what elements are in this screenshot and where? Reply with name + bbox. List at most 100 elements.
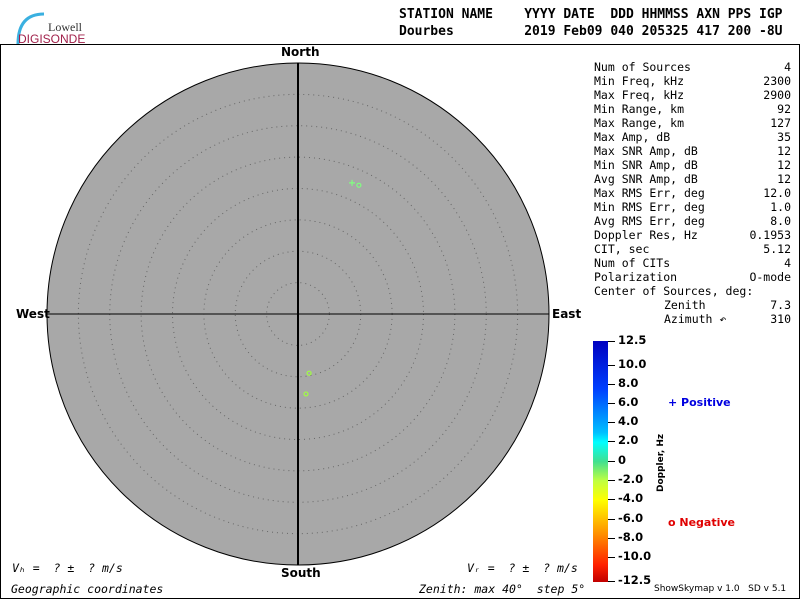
source-negative xyxy=(356,182,362,188)
colorbar-tick-label: -8.0 xyxy=(618,530,644,544)
header-values: Dourbes 2019 Feb09 040 205325 417 200 -8… xyxy=(399,24,783,39)
stat-value: 2900 xyxy=(763,88,791,102)
stat-value: 12 xyxy=(777,172,791,186)
colorbar-tick xyxy=(608,384,615,385)
stat-value: 92 xyxy=(777,102,791,116)
zenith-info: Zenith: max 40° step 5° xyxy=(419,582,586,596)
stat-row: CIT, sec 5.12 xyxy=(594,242,791,256)
colorbar-tick-label: 12.5 xyxy=(618,333,647,347)
colorbar-tick xyxy=(608,341,615,342)
center-zenith-label: Zenith xyxy=(664,298,706,312)
colorbar-tick-label: 10.0 xyxy=(618,357,647,371)
stat-row: Min SNR Amp, dB 12 xyxy=(594,158,791,172)
stat-label: Polarization xyxy=(594,270,678,284)
colorbar-tick xyxy=(608,538,615,539)
stat-row: Max RMS Err, deg 12.0 xyxy=(594,186,791,200)
colorbar-tick xyxy=(608,403,615,404)
stat-value: 5.12 xyxy=(763,242,791,256)
stats-panel: Num of Sources 4 Min Freq, kHz 2300 Max Freq… xyxy=(594,60,791,326)
stat-value: 8.0 xyxy=(770,214,791,228)
stat-row: Num of Sources 4 xyxy=(594,60,791,74)
vh-readout: Vₕ = ? ± ? m/s xyxy=(12,561,123,575)
stat-row: Min Range, km 92 xyxy=(594,102,791,116)
colorbar-tick xyxy=(608,519,615,520)
skymap-plot xyxy=(46,62,550,566)
stat-label: Min RMS Err, deg xyxy=(594,200,705,214)
stat-label: Min Freq, kHz xyxy=(594,74,685,88)
colorbar-tick-label: -10.0 xyxy=(618,549,652,563)
coordinate-system: Geographic coordinates xyxy=(11,582,164,596)
stat-row: Avg RMS Err, deg 8.0 xyxy=(594,214,791,228)
colorbar-tick xyxy=(608,581,615,582)
legend-positive: + Positive xyxy=(668,396,731,409)
colorbar-tick xyxy=(608,422,615,423)
stat-label: Avg RMS Err, deg xyxy=(594,214,705,228)
stat-value: 4 xyxy=(784,256,791,270)
stat-label: Num of Sources xyxy=(594,60,691,74)
stat-row: Min RMS Err, deg 1.0 xyxy=(594,200,791,214)
colorbar-tick-label: 0 xyxy=(618,453,627,467)
stat-label: Max SNR Amp, dB xyxy=(594,144,698,158)
colorbar-tick xyxy=(608,441,615,442)
colorbar-tick xyxy=(608,461,615,462)
colorbar-tick-label: -6.0 xyxy=(618,511,644,525)
logo-digisonde: DIGISONDE xyxy=(18,32,86,46)
center-title-row: Center of Sources, deg: xyxy=(594,284,791,298)
stat-label: Max Amp, dB xyxy=(594,130,671,144)
version-label: ShowSkymap v 1.0 SD v 5.1 xyxy=(654,584,787,594)
stat-label: Num of CITs xyxy=(594,256,671,270)
center-title: Center of Sources, deg: xyxy=(594,284,754,298)
doppler-colorbar xyxy=(593,341,608,582)
stat-label: Max Range, km xyxy=(594,116,685,130)
colorbar-tick-label: -2.0 xyxy=(618,472,644,486)
stat-row: Num of CITs 4 xyxy=(594,256,791,270)
stat-value: 4 xyxy=(784,60,791,74)
colorbar-tick-label: 4.0 xyxy=(618,414,639,428)
east-label: East xyxy=(552,307,582,321)
stat-row: Max Range, km 127 xyxy=(594,116,791,130)
stat-row: Min Freq, kHz 2300 xyxy=(594,74,791,88)
colorbar-tick-label: 2.0 xyxy=(618,433,639,447)
legend-negative: o Negative xyxy=(668,516,736,529)
center-azimuth-value: 310 xyxy=(770,312,791,326)
center-zenith-row: Zenith 7.3 xyxy=(594,298,791,312)
west-label: West xyxy=(16,307,50,321)
colorbar-tick-label: -12.5 xyxy=(618,573,652,587)
center-azimuth-row: Azimuth ↶ 310 xyxy=(594,312,791,326)
source-positive xyxy=(349,179,356,186)
stat-value: 2300 xyxy=(763,74,791,88)
stat-row: Polarization O-mode xyxy=(594,270,791,284)
stat-value: 0.1953 xyxy=(749,228,791,242)
colorbar-tick-label: -4.0 xyxy=(618,491,644,505)
source-negative xyxy=(306,370,312,376)
stat-row: Avg SNR Amp, dB 12 xyxy=(594,172,791,186)
colorbar-tick xyxy=(608,365,615,366)
header-labels: STATION NAME YYYY DATE DDD HHMMSS AXN PP… xyxy=(399,7,783,22)
logo-lowell: Lowell xyxy=(48,20,82,34)
colorbar-tick xyxy=(608,557,615,558)
vz-readout: Vᵣ = ? ± ? m/s xyxy=(467,561,578,575)
colorbar-tick-label: 6.0 xyxy=(618,395,639,409)
stat-label: Max RMS Err, deg xyxy=(594,186,705,200)
stat-label: Avg SNR Amp, dB xyxy=(594,172,698,186)
south-label: South xyxy=(281,566,321,580)
center-azimuth-label: Azimuth ↶ xyxy=(664,312,727,326)
logo-arc xyxy=(16,12,45,45)
stat-label: CIT, sec xyxy=(594,242,650,256)
stat-row: Max Amp, dB 35 xyxy=(594,130,791,144)
stat-value: O-mode xyxy=(749,270,791,284)
stat-value: 127 xyxy=(770,116,791,130)
source-negative xyxy=(303,391,309,397)
colorbar-tick xyxy=(608,480,615,481)
colorbar-title: Doppler, Hz xyxy=(656,433,666,492)
stat-label: Max Freq, kHz xyxy=(594,88,685,102)
stat-label: Min SNR Amp, dB xyxy=(594,158,698,172)
center-zenith-value: 7.3 xyxy=(770,298,791,312)
north-label: North xyxy=(281,45,320,59)
stat-row: Max Freq, kHz 2900 xyxy=(594,88,791,102)
stat-row: Doppler Res, Hz 0.1953 xyxy=(594,228,791,242)
stat-value: 12 xyxy=(777,158,791,172)
stat-value: 12.0 xyxy=(763,186,791,200)
stat-value: 35 xyxy=(777,130,791,144)
colorbar-tick xyxy=(608,499,615,500)
